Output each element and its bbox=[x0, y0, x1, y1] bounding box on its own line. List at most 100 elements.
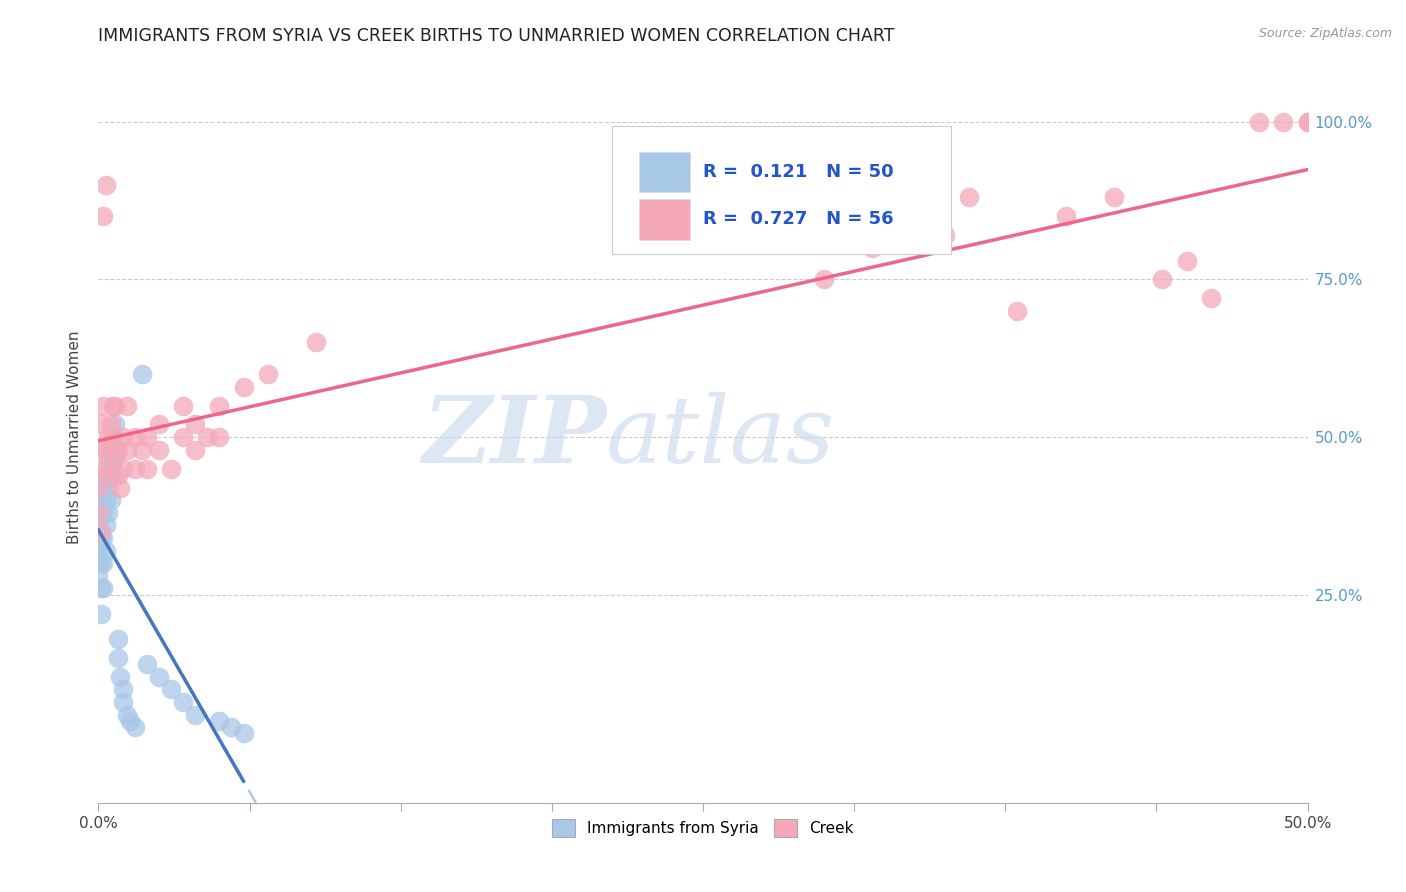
Point bbox=[1296, 115, 1319, 129]
Point bbox=[101, 455, 124, 469]
Bar bbox=[638, 152, 690, 192]
Point bbox=[94, 178, 117, 192]
Point bbox=[108, 670, 131, 684]
Point bbox=[135, 430, 157, 444]
Point bbox=[148, 442, 170, 457]
Point bbox=[124, 720, 146, 734]
Point bbox=[87, 481, 110, 495]
Point bbox=[94, 543, 117, 558]
Point bbox=[87, 556, 110, 570]
Point bbox=[90, 582, 112, 596]
Point bbox=[232, 379, 254, 393]
Point bbox=[107, 632, 129, 646]
Point bbox=[124, 461, 146, 475]
Point bbox=[135, 657, 157, 671]
Point bbox=[101, 430, 124, 444]
Point bbox=[148, 670, 170, 684]
Point bbox=[94, 518, 117, 533]
Point bbox=[90, 531, 112, 545]
Point bbox=[87, 543, 110, 558]
Point bbox=[100, 467, 122, 482]
Point bbox=[104, 417, 127, 432]
Text: R =  0.727   N = 56: R = 0.727 N = 56 bbox=[703, 211, 894, 228]
Point bbox=[104, 399, 127, 413]
Point bbox=[90, 524, 112, 539]
Point bbox=[111, 461, 134, 475]
Point bbox=[124, 430, 146, 444]
Text: ZIP: ZIP bbox=[422, 392, 606, 482]
Point bbox=[87, 518, 110, 533]
Point bbox=[1054, 210, 1077, 224]
Point bbox=[94, 467, 117, 482]
Point bbox=[91, 461, 114, 475]
Point bbox=[131, 367, 153, 381]
Point bbox=[87, 569, 110, 583]
Point bbox=[91, 531, 114, 545]
Legend: Immigrants from Syria, Creek: Immigrants from Syria, Creek bbox=[546, 813, 860, 843]
Point bbox=[97, 455, 120, 469]
Point bbox=[97, 430, 120, 444]
Point bbox=[1152, 272, 1174, 286]
Point bbox=[97, 506, 120, 520]
Point bbox=[97, 481, 120, 495]
Point bbox=[87, 524, 110, 539]
Point bbox=[100, 442, 122, 457]
Bar bbox=[638, 199, 690, 240]
Point bbox=[91, 481, 114, 495]
Point bbox=[1199, 291, 1222, 305]
Point bbox=[100, 442, 122, 457]
Point bbox=[94, 442, 117, 457]
Point bbox=[87, 506, 110, 520]
Point bbox=[184, 707, 207, 722]
Point bbox=[94, 493, 117, 508]
Text: R =  0.121   N = 50: R = 0.121 N = 50 bbox=[703, 162, 894, 180]
Point bbox=[1272, 115, 1295, 129]
Point bbox=[101, 399, 124, 413]
Point bbox=[195, 430, 218, 444]
Point bbox=[135, 461, 157, 475]
Point bbox=[160, 682, 183, 697]
Point bbox=[813, 272, 835, 286]
Point bbox=[208, 430, 231, 444]
Point bbox=[91, 556, 114, 570]
Point bbox=[1296, 115, 1319, 129]
Point bbox=[90, 417, 112, 432]
Point bbox=[104, 449, 127, 463]
FancyBboxPatch shape bbox=[613, 126, 950, 254]
Point bbox=[107, 467, 129, 482]
Point bbox=[208, 399, 231, 413]
Point bbox=[117, 399, 139, 413]
Point bbox=[90, 506, 112, 520]
Point bbox=[91, 582, 114, 596]
Point bbox=[232, 726, 254, 740]
Point bbox=[91, 399, 114, 413]
Point bbox=[172, 695, 194, 709]
Point bbox=[117, 707, 139, 722]
Point bbox=[87, 506, 110, 520]
Point bbox=[934, 228, 956, 243]
Point bbox=[305, 335, 328, 350]
Point bbox=[104, 442, 127, 457]
Point bbox=[1102, 190, 1125, 204]
Point bbox=[91, 506, 114, 520]
Point bbox=[90, 493, 112, 508]
Point bbox=[90, 442, 112, 457]
Y-axis label: Births to Unmarried Women: Births to Unmarried Women bbox=[66, 330, 82, 544]
Point bbox=[256, 367, 278, 381]
Point bbox=[184, 417, 207, 432]
Point bbox=[184, 442, 207, 457]
Text: atlas: atlas bbox=[606, 392, 835, 482]
Point bbox=[87, 537, 110, 551]
Point bbox=[160, 461, 183, 475]
Point bbox=[87, 531, 110, 545]
Point bbox=[108, 481, 131, 495]
Point bbox=[101, 430, 124, 444]
Point bbox=[90, 607, 112, 621]
Point bbox=[1007, 304, 1029, 318]
Point bbox=[172, 430, 194, 444]
Point bbox=[221, 720, 243, 734]
Point bbox=[131, 442, 153, 457]
Point bbox=[97, 467, 120, 482]
Text: Source: ZipAtlas.com: Source: ZipAtlas.com bbox=[1258, 27, 1392, 40]
Point bbox=[172, 399, 194, 413]
